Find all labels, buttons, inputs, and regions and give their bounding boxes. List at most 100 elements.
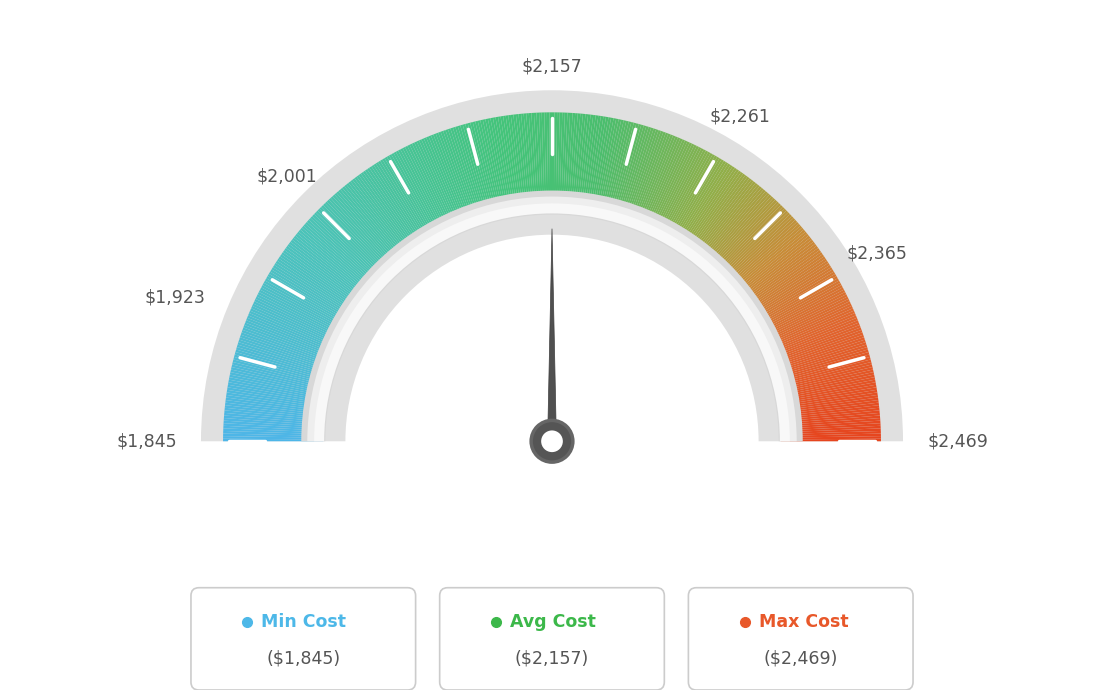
Wedge shape: [662, 153, 713, 242]
Wedge shape: [570, 113, 581, 213]
Wedge shape: [422, 139, 463, 231]
Wedge shape: [710, 204, 781, 277]
Wedge shape: [701, 191, 767, 268]
Wedge shape: [475, 121, 500, 219]
Wedge shape: [309, 218, 384, 288]
Wedge shape: [354, 177, 416, 259]
Wedge shape: [595, 118, 616, 217]
Wedge shape: [552, 112, 554, 213]
Wedge shape: [560, 112, 565, 213]
Wedge shape: [704, 196, 774, 272]
Wedge shape: [325, 201, 395, 276]
Wedge shape: [384, 157, 437, 244]
Wedge shape: [254, 299, 346, 344]
Text: $1,923: $1,923: [145, 288, 205, 307]
Wedge shape: [445, 129, 479, 225]
Wedge shape: [756, 292, 847, 339]
Wedge shape: [450, 128, 484, 224]
Wedge shape: [590, 117, 608, 216]
Wedge shape: [335, 193, 402, 270]
Wedge shape: [463, 124, 491, 221]
Wedge shape: [593, 118, 614, 217]
Wedge shape: [274, 263, 360, 319]
Wedge shape: [664, 155, 715, 243]
Wedge shape: [243, 325, 338, 362]
Wedge shape: [750, 276, 838, 328]
Wedge shape: [753, 285, 842, 334]
Wedge shape: [718, 214, 792, 285]
Wedge shape: [723, 224, 800, 291]
Wedge shape: [226, 395, 326, 411]
Wedge shape: [225, 400, 326, 415]
Wedge shape: [721, 220, 797, 288]
Wedge shape: [775, 370, 873, 393]
Wedge shape: [368, 168, 425, 252]
Wedge shape: [774, 359, 871, 386]
Wedge shape: [236, 347, 333, 377]
Wedge shape: [521, 114, 532, 214]
Wedge shape: [424, 137, 465, 230]
Wedge shape: [261, 287, 350, 336]
Wedge shape: [623, 128, 656, 224]
Wedge shape: [778, 395, 878, 411]
Wedge shape: [223, 426, 323, 433]
Wedge shape: [453, 127, 485, 224]
Wedge shape: [747, 272, 835, 325]
Wedge shape: [227, 385, 327, 404]
Wedge shape: [614, 125, 644, 221]
Wedge shape: [248, 313, 341, 354]
Wedge shape: [754, 287, 843, 336]
Wedge shape: [696, 184, 760, 264]
Wedge shape: [561, 112, 567, 213]
Wedge shape: [778, 400, 879, 415]
Wedge shape: [731, 235, 810, 299]
Wedge shape: [767, 330, 862, 366]
Wedge shape: [231, 370, 329, 393]
Wedge shape: [516, 114, 529, 214]
Wedge shape: [282, 252, 365, 311]
Wedge shape: [671, 161, 726, 247]
Wedge shape: [318, 208, 391, 281]
Wedge shape: [781, 436, 881, 440]
Wedge shape: [763, 313, 856, 354]
Wedge shape: [458, 126, 488, 222]
Wedge shape: [342, 186, 407, 265]
Wedge shape: [251, 308, 343, 351]
Wedge shape: [323, 204, 394, 277]
Wedge shape: [768, 335, 864, 369]
Wedge shape: [229, 377, 328, 398]
Wedge shape: [496, 117, 514, 216]
Wedge shape: [682, 170, 741, 254]
Wedge shape: [396, 150, 445, 240]
Wedge shape: [539, 112, 544, 213]
Wedge shape: [656, 148, 703, 238]
Wedge shape: [305, 221, 382, 290]
Wedge shape: [655, 147, 701, 237]
Wedge shape: [648, 143, 692, 235]
Wedge shape: [266, 276, 354, 328]
Wedge shape: [235, 350, 332, 380]
Wedge shape: [709, 201, 779, 276]
Wedge shape: [587, 117, 606, 216]
Wedge shape: [460, 125, 490, 221]
Wedge shape: [378, 161, 433, 247]
Wedge shape: [233, 357, 331, 384]
Wedge shape: [779, 411, 880, 422]
Wedge shape: [407, 145, 453, 236]
Wedge shape: [769, 342, 867, 374]
Wedge shape: [781, 418, 880, 427]
Wedge shape: [758, 299, 850, 344]
Wedge shape: [465, 124, 493, 221]
FancyBboxPatch shape: [191, 588, 415, 690]
Wedge shape: [691, 180, 754, 261]
Wedge shape: [229, 380, 328, 400]
Wedge shape: [746, 267, 832, 322]
Wedge shape: [607, 122, 634, 220]
Wedge shape: [273, 265, 359, 320]
Wedge shape: [779, 415, 880, 425]
Wedge shape: [572, 114, 583, 214]
Wedge shape: [393, 152, 444, 241]
Wedge shape: [300, 228, 379, 294]
Wedge shape: [771, 344, 867, 376]
Wedge shape: [602, 120, 626, 219]
